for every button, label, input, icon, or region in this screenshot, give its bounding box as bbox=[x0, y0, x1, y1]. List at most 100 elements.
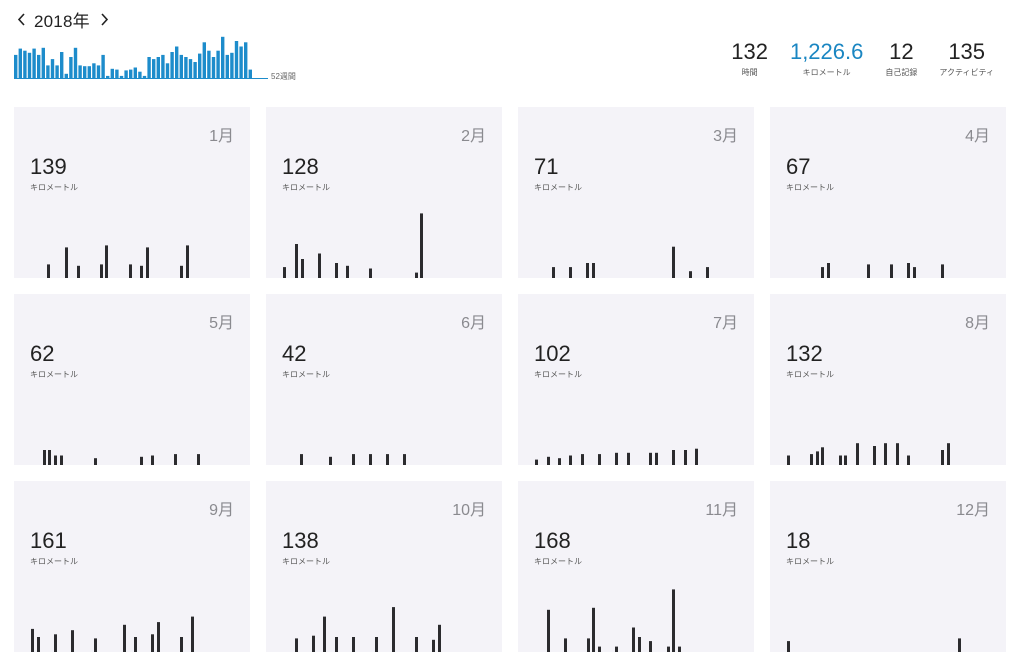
weekly-bar bbox=[64, 73, 68, 78]
month-card-aug[interactable]: 8月 132 キロメートル bbox=[770, 294, 1006, 465]
activity-bar bbox=[569, 267, 572, 278]
chevron-left-icon[interactable] bbox=[14, 9, 28, 29]
weekly-bar bbox=[92, 63, 96, 78]
activity-bar bbox=[587, 638, 590, 652]
activity-bar bbox=[907, 455, 910, 465]
stat-hours: 132 時間 bbox=[731, 40, 768, 78]
activity-bar bbox=[71, 630, 74, 652]
chevron-right-icon[interactable] bbox=[98, 9, 112, 29]
year-navigation: 2018年 bbox=[14, 8, 112, 31]
month-name: 8月 bbox=[965, 315, 990, 332]
activity-bar bbox=[586, 263, 589, 278]
activity-bar bbox=[151, 455, 154, 465]
activity-bar bbox=[706, 267, 709, 278]
weekly-bar bbox=[175, 46, 179, 78]
activity-bar bbox=[197, 454, 200, 465]
month-card-sep[interactable]: 9月 161 キロメートル bbox=[14, 481, 250, 652]
weekly-bar bbox=[101, 54, 105, 78]
weekly-bar bbox=[69, 57, 73, 78]
month-card-feb[interactable]: 2月 128 キロメートル bbox=[266, 107, 502, 278]
weekly-bar bbox=[230, 52, 234, 78]
activity-bar bbox=[180, 265, 183, 278]
weekly-bar bbox=[188, 59, 193, 78]
weekly-bar bbox=[179, 54, 183, 78]
month-name: 11月 bbox=[705, 502, 738, 519]
activity-bar bbox=[420, 213, 423, 278]
activity-bar bbox=[37, 637, 40, 652]
activity-bar bbox=[392, 607, 395, 652]
month-unit: キロメートル bbox=[30, 557, 78, 566]
activity-bar bbox=[134, 637, 137, 652]
month-name: 9月 bbox=[209, 502, 234, 519]
weekly-bar bbox=[55, 65, 59, 78]
weekly-bar bbox=[211, 57, 216, 78]
month-card-jul[interactable]: 7月 102 キロメートル bbox=[518, 294, 754, 465]
weekly-bar bbox=[248, 69, 252, 78]
weekly-bar bbox=[50, 59, 55, 78]
month-card-apr[interactable]: 4月 67 キロメートル bbox=[770, 107, 1006, 278]
activity-bar bbox=[432, 639, 435, 652]
activity-bar bbox=[323, 616, 326, 652]
activity-bar bbox=[352, 637, 355, 652]
activity-bar bbox=[547, 609, 550, 652]
activity-bar bbox=[438, 624, 441, 652]
activity-bar bbox=[129, 264, 132, 278]
activity-bar bbox=[403, 454, 406, 465]
activity-bar bbox=[547, 456, 550, 465]
month-name: 10月 bbox=[452, 502, 486, 519]
activity-bar bbox=[174, 454, 177, 465]
month-unit: キロメートル bbox=[786, 557, 834, 566]
month-unit: キロメートル bbox=[282, 557, 330, 566]
month-card-jan[interactable]: 1月 139 キロメートル bbox=[14, 107, 250, 278]
weekly-bar bbox=[37, 54, 41, 78]
weekly-bar bbox=[119, 75, 124, 78]
month-unit: キロメートル bbox=[534, 183, 582, 192]
month-bars bbox=[821, 263, 944, 278]
activity-bar bbox=[598, 454, 601, 465]
activity-bar bbox=[301, 259, 304, 278]
activity-bar bbox=[146, 247, 149, 278]
month-distance: 62 bbox=[30, 341, 55, 366]
weekly-bar bbox=[244, 42, 248, 78]
month-name: 4月 bbox=[965, 128, 990, 145]
month-card-mar[interactable]: 3月 71 キロメートル bbox=[518, 107, 754, 278]
activity-bar bbox=[100, 264, 103, 278]
month-unit: キロメートル bbox=[30, 183, 78, 192]
activity-bar bbox=[816, 451, 819, 465]
activity-bar bbox=[312, 635, 315, 652]
weekly-bar bbox=[110, 68, 114, 78]
month-name: 1月 bbox=[209, 128, 234, 145]
month-card-jun[interactable]: 6月 42 キロメートル bbox=[266, 294, 502, 465]
month-card-nov[interactable]: 11月 168 キロメートル bbox=[518, 481, 754, 652]
activity-bar bbox=[94, 638, 97, 652]
stat-activities: 135 アクティビティ bbox=[939, 40, 994, 78]
activity-bar bbox=[535, 459, 538, 465]
activity-bar bbox=[295, 244, 298, 278]
weeks-label: 52週間 bbox=[271, 72, 296, 81]
activity-bar bbox=[564, 638, 567, 652]
weekly-bar bbox=[27, 52, 32, 78]
activity-bar bbox=[827, 263, 830, 278]
weekly-bar bbox=[234, 41, 239, 78]
weekly-bar bbox=[73, 47, 78, 78]
activity-bar bbox=[123, 624, 126, 652]
activity-bar bbox=[369, 268, 372, 278]
activity-bar bbox=[672, 589, 675, 652]
activity-bar bbox=[329, 456, 332, 465]
month-bars bbox=[552, 246, 709, 278]
weekly-distance-chart: 52週間 bbox=[14, 36, 298, 81]
activity-bar bbox=[140, 265, 143, 278]
weekly-bar bbox=[87, 66, 91, 78]
month-card-dec[interactable]: 12月 18 キロメートル bbox=[770, 481, 1006, 652]
activity-bar bbox=[672, 246, 675, 278]
activity-bar bbox=[180, 637, 183, 652]
month-distance: 128 bbox=[282, 154, 319, 179]
stat-value: 132 bbox=[731, 39, 768, 64]
weekly-bar bbox=[239, 46, 243, 78]
month-distance: 71 bbox=[534, 154, 559, 179]
month-distance: 102 bbox=[534, 341, 571, 366]
month-card-may[interactable]: 5月 62 キロメートル bbox=[14, 294, 250, 465]
weekly-bar bbox=[83, 66, 87, 78]
month-card-oct[interactable]: 10月 138 キロメートル bbox=[266, 481, 502, 652]
activity-bar bbox=[941, 264, 944, 278]
